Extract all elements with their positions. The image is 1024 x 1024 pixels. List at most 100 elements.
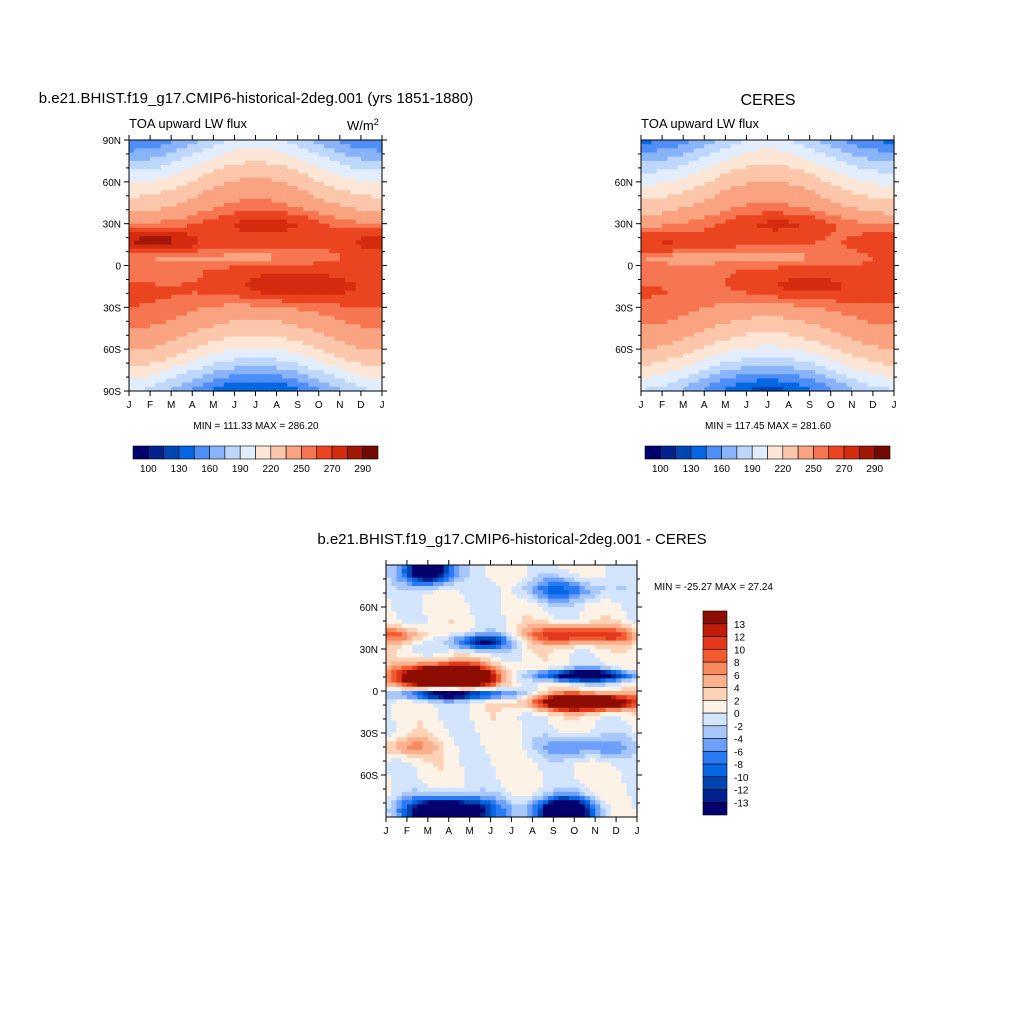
heatmap-cell (783, 303, 790, 308)
heatmap-cell (662, 290, 668, 296)
heatmap-cell (134, 269, 141, 275)
heatmap-cell (276, 303, 283, 308)
heatmap-cell (186, 173, 193, 179)
heatmap-cell (271, 202, 278, 208)
heatmap-cell (825, 248, 832, 254)
heatmap-cell (799, 257, 805, 262)
heatmap-cell (144, 223, 151, 229)
heatmap-cell (709, 311, 716, 317)
heatmap-cell (165, 181, 172, 187)
heatmap-cell (276, 252, 283, 258)
heatmap-cell (641, 198, 647, 204)
heatmap-cell (767, 294, 774, 300)
heatmap-cell (281, 198, 288, 204)
heatmap-cell (714, 282, 721, 288)
heatmap-cell (281, 307, 288, 313)
heatmap-cell (197, 298, 204, 304)
heatmap-cell (836, 194, 842, 200)
heatmap-cell (651, 290, 658, 296)
heatmap-cell (244, 140, 251, 145)
heatmap-cell (725, 252, 732, 258)
heatmap-cell (176, 286, 183, 292)
heatmap-cell (709, 148, 716, 154)
heatmap-cell (155, 311, 162, 317)
heatmap-cell (302, 240, 309, 246)
heatmap-cell (324, 173, 330, 179)
heatmap-cell (134, 236, 141, 241)
heatmap-cell (714, 177, 721, 183)
heatmap-cell (160, 148, 167, 154)
heatmap-cell (339, 357, 346, 363)
heatmap-cell (186, 269, 193, 275)
heatmap-cell (276, 219, 283, 225)
heatmap-cell (308, 211, 315, 216)
heatmap-cell (820, 173, 827, 179)
heatmap-cell (804, 298, 811, 304)
heatmap-cell (292, 315, 299, 321)
heatmap-cell (883, 169, 890, 175)
heatmap-cell (677, 140, 684, 145)
heatmap-cell (213, 286, 220, 292)
heatmap-cell (867, 278, 874, 283)
heatmap-cell (350, 211, 357, 216)
heatmap-cell (229, 248, 236, 254)
heatmap-cell (376, 248, 383, 254)
heatmap-cell (656, 198, 663, 204)
heatmap-cell (324, 315, 330, 321)
heatmap-cell (239, 219, 246, 225)
heatmap-cell (229, 382, 236, 388)
heatmap-cell (229, 144, 236, 149)
heatmap-cell (772, 294, 779, 300)
heatmap-cell (313, 181, 320, 187)
heatmap-cell (129, 336, 135, 342)
heatmap-cell (213, 357, 220, 363)
heatmap-cell (260, 257, 267, 262)
heatmap-cell (825, 152, 832, 158)
heatmap-cell (297, 194, 304, 200)
heatmap-cell (846, 215, 853, 221)
heatmap-cell (186, 344, 193, 350)
heatmap-cell (208, 252, 214, 258)
heatmap-cell (851, 194, 858, 200)
heatmap-cell (677, 265, 684, 271)
heatmap-cell (641, 252, 647, 258)
heatmap-cell (223, 303, 230, 308)
heatmap-cell (208, 328, 214, 334)
heatmap-cell (778, 298, 784, 304)
heatmap-cell (287, 265, 293, 271)
heatmap-cell (281, 152, 288, 158)
heatmap-cell (213, 215, 220, 221)
heatmap-cell (793, 248, 800, 254)
heatmap-cell (677, 290, 684, 296)
heatmap-cell (302, 219, 309, 225)
heatmap-cell (318, 169, 325, 175)
heatmap-cell (223, 290, 230, 296)
heatmap-cell (213, 261, 220, 267)
heatmap-cell (662, 206, 668, 212)
heatmap-cell (762, 240, 769, 246)
heatmap-cell (656, 211, 663, 216)
heatmap-cell (836, 294, 842, 300)
heatmap-cell (329, 282, 336, 288)
heatmap-cell (878, 156, 885, 162)
heatmap-cell (360, 206, 367, 212)
heatmap-cell (698, 177, 705, 183)
heatmap-cell (751, 290, 758, 296)
heatmap-cell (693, 232, 700, 237)
heatmap-cell (155, 265, 162, 271)
heatmap-cell (213, 278, 220, 283)
heatmap-cell (292, 257, 299, 262)
heatmap-cell (281, 144, 288, 149)
heatmap-cell (339, 324, 346, 329)
heatmap-cell (350, 202, 357, 208)
heatmap-cell (150, 140, 156, 145)
heatmap-cell (888, 303, 895, 308)
heatmap-cell (867, 194, 874, 200)
heatmap-cell (324, 190, 330, 195)
heatmap-cell (662, 298, 668, 304)
heatmap-cell (698, 156, 705, 162)
heatmap-cell (662, 286, 668, 292)
heatmap-cell (213, 324, 220, 329)
heatmap-cell (250, 374, 257, 380)
heatmap-cell (139, 240, 146, 246)
